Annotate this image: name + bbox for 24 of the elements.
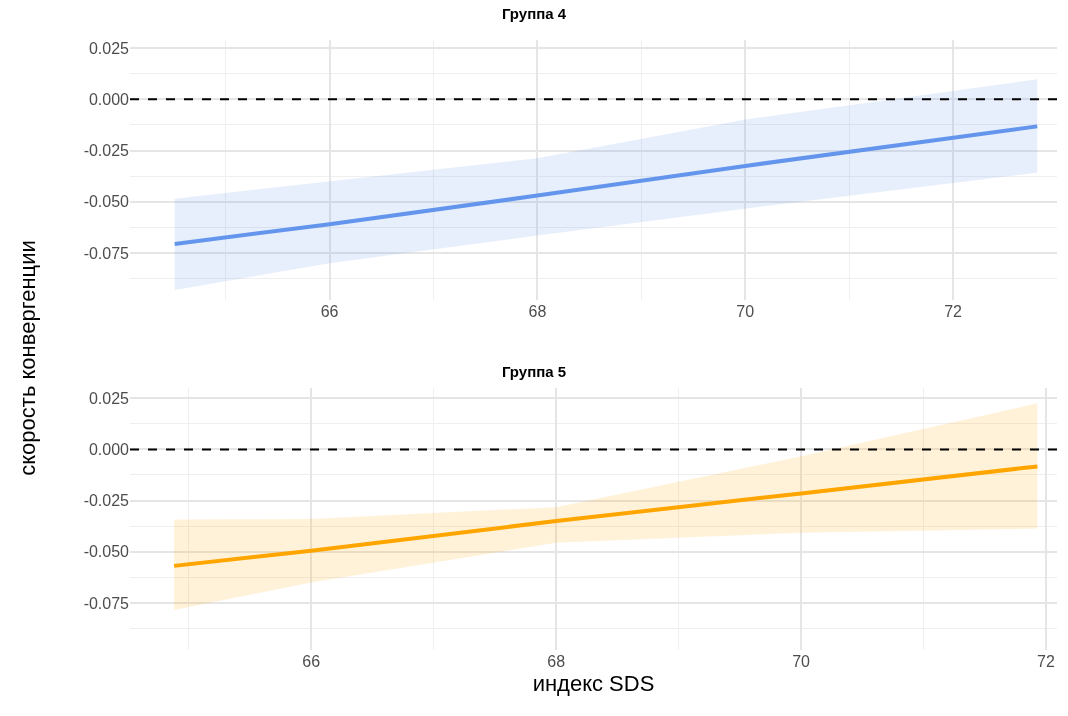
- y-tick-label: -0.050: [83, 543, 130, 561]
- y-tick-label: -0.075: [83, 244, 130, 262]
- y-tick-label: 0.025: [88, 39, 130, 57]
- chart-title: Группа 4: [501, 4, 567, 22]
- chart-title: Группа 5: [501, 362, 567, 380]
- x-tick-label: 72: [944, 303, 963, 320]
- x-tick-label: 66: [320, 303, 339, 320]
- x-tick-label: 72: [1037, 653, 1055, 670]
- y-tick-label: 0.000: [88, 441, 130, 459]
- x-tick-label: 70: [792, 653, 811, 670]
- x-tick-label: 68: [528, 303, 547, 320]
- y-tick-label: -0.050: [83, 193, 130, 211]
- x-axis-title: индекс SDS: [532, 670, 655, 696]
- x-tick-label: 68: [547, 653, 566, 670]
- x-tick-label: 70: [736, 303, 755, 320]
- y-tick-label: 0.025: [88, 389, 130, 407]
- y-tick-label: 0.000: [88, 90, 130, 108]
- y-axis-title: скорость конвергенции: [15, 240, 41, 476]
- x-tick-label: 66: [302, 653, 321, 670]
- line-series: [172, 124, 1040, 246]
- y-tick-label: -0.075: [83, 594, 130, 612]
- line-series: [172, 464, 1040, 568]
- y-tick-label: -0.025: [83, 142, 130, 160]
- y-tick-label: -0.025: [83, 492, 130, 510]
